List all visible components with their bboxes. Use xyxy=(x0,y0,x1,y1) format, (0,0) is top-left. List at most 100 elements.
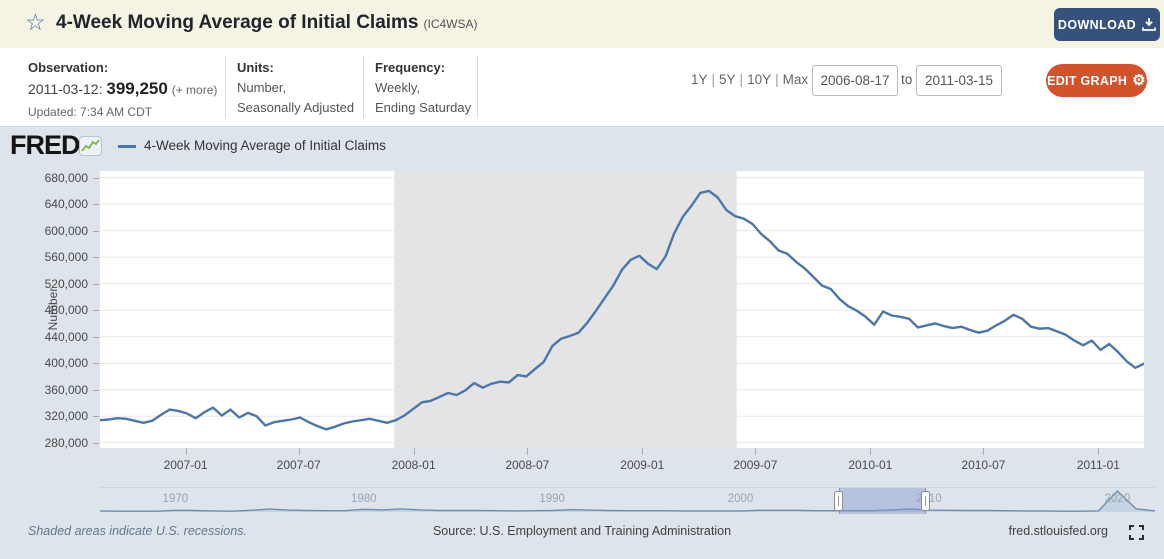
minimap-sparkline xyxy=(100,490,1155,512)
x-axis-tick-label: 2007-01 xyxy=(163,458,208,472)
y-axis-tick-label: 360,000 xyxy=(44,382,88,397)
x-axis-tick-label: 2010-07 xyxy=(961,458,1006,472)
fred-logo: FRED® xyxy=(10,130,85,161)
y-axis-tick-label: 600,000 xyxy=(44,223,88,238)
y-axis-tick-label: 480,000 xyxy=(44,303,88,318)
y-axis-tick xyxy=(93,283,99,285)
minimap-decade-label: 1990 xyxy=(539,493,565,505)
series-id: (IC4WSA) xyxy=(423,17,478,31)
fullscreen-icon[interactable] xyxy=(1129,525,1144,540)
range-5y[interactable]: 5Y xyxy=(719,72,736,87)
recession-band xyxy=(394,171,737,448)
legend-series-label: 4-Week Moving Average of Initial Claims xyxy=(144,138,386,153)
range-shortcuts: 1Y | 5Y | 10Y | Max xyxy=(691,72,808,87)
y-axis-tick xyxy=(93,389,99,391)
header-bar: ☆ 4-Week Moving Average of Initial Claim… xyxy=(0,0,1164,48)
x-axis-tick-label: 2009-07 xyxy=(733,458,778,472)
x-axis-tick xyxy=(527,448,529,455)
y-axis-tick xyxy=(93,416,99,418)
edit-graph-button[interactable]: EDIT GRAPH ⚙ xyxy=(1046,64,1147,97)
x-axis-tick-label: 2009-01 xyxy=(620,458,665,472)
y-axis-tick xyxy=(93,363,99,365)
legend-line-swatch xyxy=(118,145,136,148)
chart-section: FRED® 4-Week Moving Average of Initial C… xyxy=(0,128,1164,559)
gear-icon: ⚙ xyxy=(1132,72,1146,89)
observation-value-line: 2011-03-12: 399,250 (+ more) xyxy=(28,79,217,100)
download-label: DOWNLOAD xyxy=(1057,17,1137,32)
download-icon xyxy=(1142,18,1156,31)
x-axis-tick xyxy=(1098,448,1100,455)
fred-logo-chart-icon xyxy=(79,136,102,156)
favorite-star-icon[interactable]: ☆ xyxy=(25,9,46,35)
y-axis-tick xyxy=(93,230,99,232)
y-axis-tick xyxy=(93,204,99,206)
x-axis-tick xyxy=(298,448,300,455)
units-line1: Number, xyxy=(237,80,287,95)
x-axis-tick xyxy=(755,448,757,455)
more-observations-link[interactable]: (+ more) xyxy=(171,83,218,97)
timeline-minimap: 197019801990200020102020 xyxy=(100,487,1155,514)
y-axis-tick-label: 320,000 xyxy=(44,409,88,424)
y-axis-tick xyxy=(93,336,99,338)
x-axis-tick xyxy=(413,448,415,455)
x-axis-tick-label: 2008-07 xyxy=(505,458,550,472)
range-separator: | xyxy=(739,72,744,87)
recession-note: Shaded areas indicate U.S. recessions. xyxy=(28,524,247,538)
units-line2: Seasonally Adjusted xyxy=(237,100,355,115)
info-bar: Observation: 2011-03-12: 399,250 (+ more… xyxy=(0,48,1164,127)
x-axis-tick-label: 2011-01 xyxy=(1076,458,1120,472)
y-axis-tick-label: 280,000 xyxy=(44,435,88,450)
observation-block: Observation: 2011-03-12: 399,250 (+ more… xyxy=(28,58,217,122)
frequency-line2: Ending Saturday xyxy=(375,100,472,115)
frequency-block: Frequency: Weekly, Ending Saturday xyxy=(375,58,471,118)
line-chart xyxy=(100,171,1144,448)
observation-label: Observation: xyxy=(28,60,109,75)
x-axis-tick-label: 2008-01 xyxy=(391,458,436,472)
range-max[interactable]: Max xyxy=(782,72,809,87)
y-axis-tick-label: 640,000 xyxy=(44,197,88,212)
divider xyxy=(477,56,478,118)
y-axis-tick xyxy=(93,442,99,444)
observation-value: 399,250 xyxy=(106,79,168,98)
y-axis-tick xyxy=(93,257,99,259)
minimap-decade-label: 2000 xyxy=(727,493,754,505)
x-axis-tick xyxy=(185,448,187,455)
minimap-right-handle[interactable] xyxy=(921,491,930,511)
minimap-decade-label: 1970 xyxy=(162,493,189,505)
minimap-decade-label: 1980 xyxy=(350,493,377,505)
minimap-selection-window[interactable] xyxy=(839,488,926,514)
date-to-input[interactable] xyxy=(916,65,1002,96)
frequency-label: Frequency: xyxy=(375,60,446,75)
series-title: 4-Week Moving Average of Initial Claims xyxy=(56,12,419,33)
y-axis-tick-label: 440,000 xyxy=(44,329,88,344)
series-line xyxy=(100,189,1144,431)
frequency-line1: Weekly, xyxy=(375,80,421,95)
divider xyxy=(225,56,226,118)
x-axis-tick-label: 2007-07 xyxy=(276,458,321,472)
observation-date: 2011-03-12: xyxy=(28,81,103,97)
y-axis-tick-label: 400,000 xyxy=(44,356,88,371)
units-label: Units: xyxy=(237,60,274,75)
units-block: Units: Number, Seasonally Adjusted xyxy=(237,58,354,118)
source-text: Source: U.S. Employment and Training Adm… xyxy=(432,524,732,538)
range-1y[interactable]: 1Y xyxy=(691,72,708,87)
minimap-sparkline xyxy=(100,490,1155,512)
y-axis-tick xyxy=(93,310,99,312)
y-axis-tick xyxy=(93,177,99,179)
minimap-left-handle[interactable] xyxy=(834,491,843,511)
download-button[interactable]: DOWNLOAD xyxy=(1054,8,1160,41)
range-separator: | xyxy=(775,72,779,87)
to-label: to xyxy=(901,72,913,87)
page-title: 4-Week Moving Average of Initial Claims (… xyxy=(56,12,478,34)
x-axis-tick xyxy=(642,448,644,455)
x-axis-tick xyxy=(983,448,985,455)
divider xyxy=(363,56,364,118)
observation-updated: Updated: 7:34 AM CDT xyxy=(28,105,153,119)
range-separator: | xyxy=(711,72,716,87)
y-axis-tick-label: 680,000 xyxy=(44,170,88,185)
edit-graph-label: EDIT GRAPH xyxy=(1047,73,1128,88)
range-10y[interactable]: 10Y xyxy=(747,72,772,87)
date-from-input[interactable] xyxy=(812,65,898,96)
fred-url-link[interactable]: fred.stlouisfed.org xyxy=(1008,524,1108,538)
